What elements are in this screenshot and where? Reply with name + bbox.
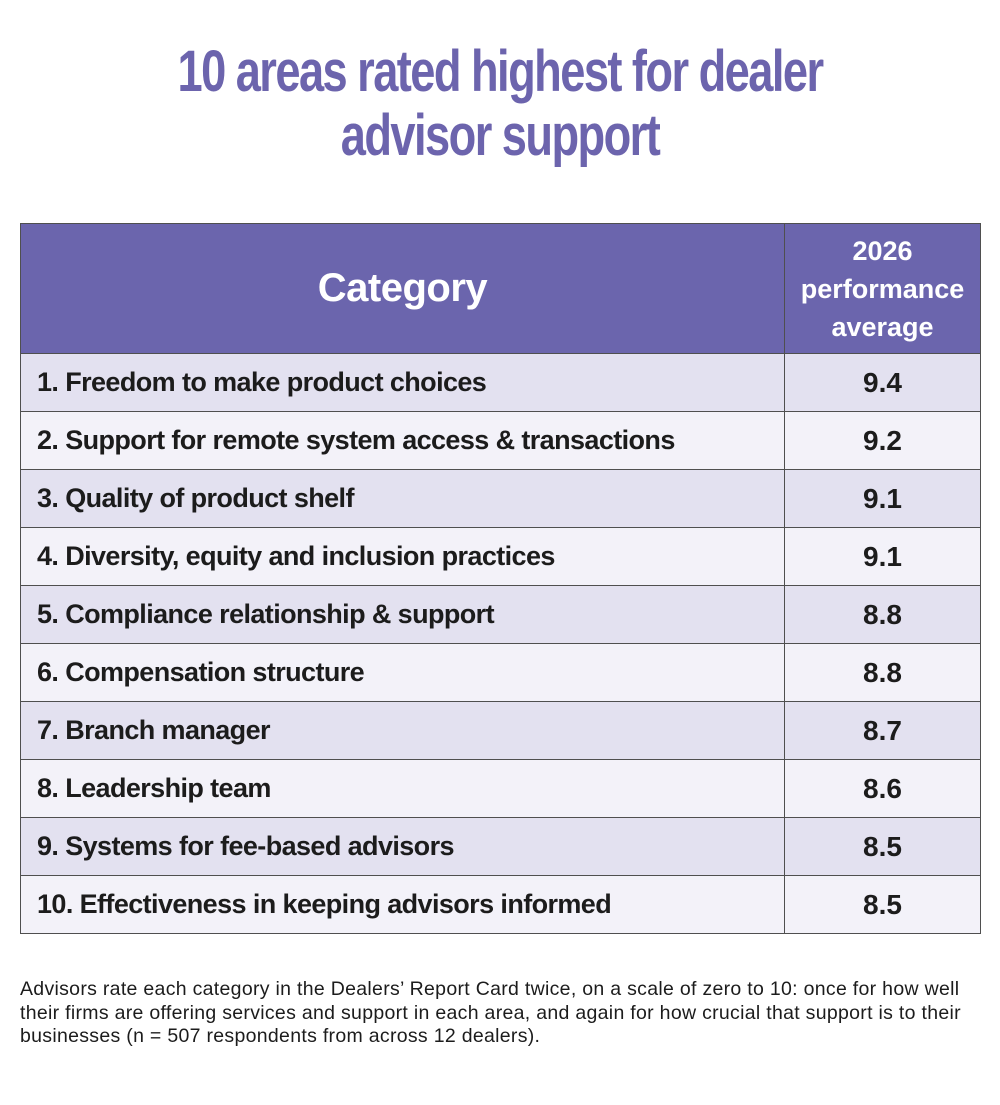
table-row: 2. Support for remote system access & tr… (20, 411, 981, 470)
value-cell: 9.4 (784, 353, 981, 412)
table-row: 6. Compensation structure 8.8 (20, 643, 981, 702)
category-cell: 9. Systems for fee-based advisors (20, 817, 785, 876)
value-cell: 9.1 (784, 469, 981, 528)
column-header-year: 2026 (852, 235, 913, 266)
table-row: 9. Systems for fee-based advisors 8.5 (20, 817, 981, 876)
table-row: 3. Quality of product shelf 9.1 (20, 469, 981, 528)
table-body: 1. Freedom to make product choices 9.4 2… (20, 353, 981, 934)
category-cell: 4. Diversity, equity and inclusion pract… (20, 527, 785, 586)
value-cell: 8.8 (784, 643, 981, 702)
column-header-average: average (831, 311, 934, 342)
table-row: 5. Compliance relationship & support 8.8 (20, 585, 981, 644)
value-cell: 8.6 (784, 759, 981, 818)
category-cell: 7. Branch manager (20, 701, 785, 760)
category-cell: 1. Freedom to make product choices (20, 353, 785, 412)
value-cell: 8.7 (784, 701, 981, 760)
table-row: 10. Effectiveness in keeping advisors in… (20, 875, 981, 934)
table-row: 4. Diversity, equity and inclusion pract… (20, 527, 981, 586)
column-header-category: Category (20, 223, 785, 354)
category-cell: 6. Compensation structure (20, 643, 785, 702)
value-cell: 9.2 (784, 411, 981, 470)
column-header-performance: 2026 performance average (784, 223, 981, 354)
category-cell: 8. Leadership team (20, 759, 785, 818)
table-row: 7. Branch manager 8.7 (20, 701, 981, 760)
header-row: Category 2026 performance average (20, 223, 981, 354)
table-row: 1. Freedom to make product choices 9.4 (20, 353, 981, 412)
value-cell: 8.5 (784, 875, 981, 934)
category-cell: 2. Support for remote system access & tr… (20, 411, 785, 470)
category-cell: 5. Compliance relationship & support (20, 585, 785, 644)
table-row: 8. Leadership team 8.6 (20, 759, 981, 818)
category-cell: 10. Effectiveness in keeping advisors in… (20, 875, 785, 934)
value-cell: 9.1 (784, 527, 981, 586)
category-cell: 3. Quality of product shelf (20, 469, 785, 528)
chart-title: 10 areas rated highest for dealer adviso… (110, 40, 890, 168)
table-header: Category 2026 performance average (20, 223, 981, 354)
ratings-table: Category 2026 performance average 1. Fre… (20, 223, 981, 934)
value-cell: 8.5 (784, 817, 981, 876)
value-cell: 8.8 (784, 585, 981, 644)
chart-title-line-1: 10 areas rated highest for dealer (177, 39, 824, 104)
footnote: Advisors rate each category in the Deale… (20, 978, 961, 1047)
chart-title-line-2: advisor support (340, 103, 661, 168)
column-header-performance-word: performance (800, 273, 965, 304)
